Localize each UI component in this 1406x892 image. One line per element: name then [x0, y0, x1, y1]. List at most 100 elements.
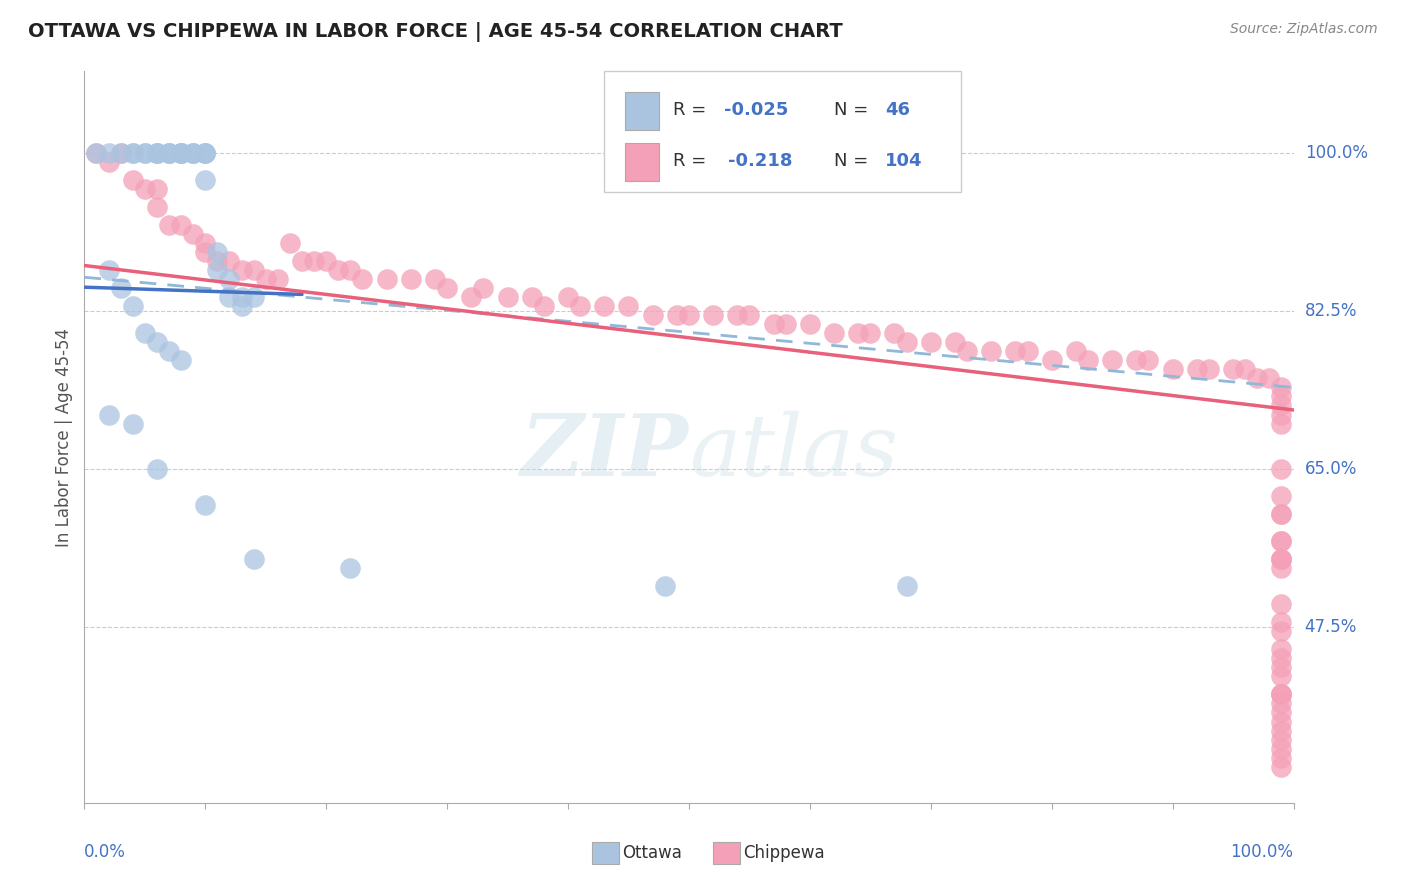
Point: [641, 308, 664, 322]
Point: [194, 145, 217, 160]
Point: [1270, 461, 1292, 475]
Point: [520, 290, 543, 304]
Point: [1270, 642, 1292, 657]
Point: [97, 145, 120, 160]
Point: [170, 218, 193, 232]
Point: [1270, 561, 1292, 575]
Point: [207, 244, 229, 259]
Point: [1270, 533, 1292, 548]
Point: [533, 299, 555, 313]
Point: [97, 263, 120, 277]
Point: [110, 145, 132, 160]
Point: [146, 200, 169, 214]
Point: [121, 417, 143, 431]
Point: [1270, 660, 1292, 674]
Point: [146, 461, 169, 475]
Text: ZIP: ZIP: [522, 410, 689, 493]
Point: [472, 281, 495, 295]
Y-axis label: In Labor Force | Age 45-54: In Labor Force | Age 45-54: [55, 327, 73, 547]
Point: [194, 235, 217, 250]
Point: [1246, 371, 1268, 385]
Point: [1270, 723, 1292, 738]
Point: [1270, 750, 1292, 764]
Point: [399, 272, 422, 286]
Point: [278, 235, 301, 250]
Point: [121, 172, 143, 186]
Point: [1222, 362, 1244, 376]
Bar: [592, 841, 619, 863]
Point: [956, 344, 979, 359]
Point: [86, 145, 108, 160]
Point: [302, 254, 325, 268]
Point: [423, 272, 446, 286]
Bar: [624, 92, 659, 130]
Point: [121, 145, 143, 160]
Text: Source: ZipAtlas.com: Source: ZipAtlas.com: [1230, 22, 1378, 37]
Point: [725, 308, 748, 322]
Point: [1270, 552, 1292, 566]
Point: [121, 299, 143, 313]
Point: [339, 263, 361, 277]
Point: [436, 281, 458, 295]
Point: [1017, 344, 1039, 359]
Text: Ottawa: Ottawa: [623, 844, 682, 862]
Point: [146, 145, 169, 160]
Point: [181, 145, 204, 160]
Point: [1270, 714, 1292, 729]
Point: [157, 145, 180, 160]
Point: [181, 227, 204, 241]
Text: 100.0%: 100.0%: [1230, 843, 1294, 861]
Point: [1270, 507, 1292, 521]
Bar: [624, 143, 659, 181]
Point: [1270, 597, 1292, 611]
Point: [134, 326, 156, 341]
Text: 46: 46: [884, 101, 910, 120]
Point: [678, 308, 700, 322]
Point: [267, 272, 290, 286]
Point: [1270, 552, 1292, 566]
Point: [181, 145, 204, 160]
Point: [134, 182, 156, 196]
Point: [775, 317, 797, 331]
Point: [823, 326, 845, 341]
Point: [291, 254, 314, 268]
Point: [231, 263, 253, 277]
Point: [242, 263, 264, 277]
Point: [207, 263, 229, 277]
Point: [1004, 344, 1026, 359]
Point: [1270, 624, 1292, 639]
Point: [242, 552, 264, 566]
Point: [146, 335, 169, 350]
Point: [218, 254, 240, 268]
Point: [134, 145, 156, 160]
Point: [218, 290, 240, 304]
Point: [593, 299, 616, 313]
Point: [980, 344, 1002, 359]
Point: [1040, 353, 1063, 368]
Point: [134, 145, 156, 160]
Point: [1270, 688, 1292, 702]
Point: [328, 263, 350, 277]
Point: [1270, 697, 1292, 711]
Point: [1270, 489, 1292, 503]
Point: [1270, 552, 1292, 566]
Point: [170, 353, 193, 368]
Point: [762, 317, 785, 331]
Point: [1125, 353, 1147, 368]
Point: [1270, 706, 1292, 720]
Point: [146, 182, 169, 196]
Point: [859, 326, 882, 341]
Point: [181, 145, 204, 160]
Point: [194, 145, 217, 160]
Point: [170, 145, 193, 160]
Point: [1064, 344, 1087, 359]
Point: [157, 218, 180, 232]
Text: atlas: atlas: [689, 410, 898, 493]
Point: [1258, 371, 1281, 385]
Point: [1270, 615, 1292, 630]
Point: [1077, 353, 1099, 368]
Text: -0.025: -0.025: [724, 101, 789, 120]
Point: [1270, 688, 1292, 702]
Point: [569, 299, 592, 313]
Point: [157, 344, 180, 359]
